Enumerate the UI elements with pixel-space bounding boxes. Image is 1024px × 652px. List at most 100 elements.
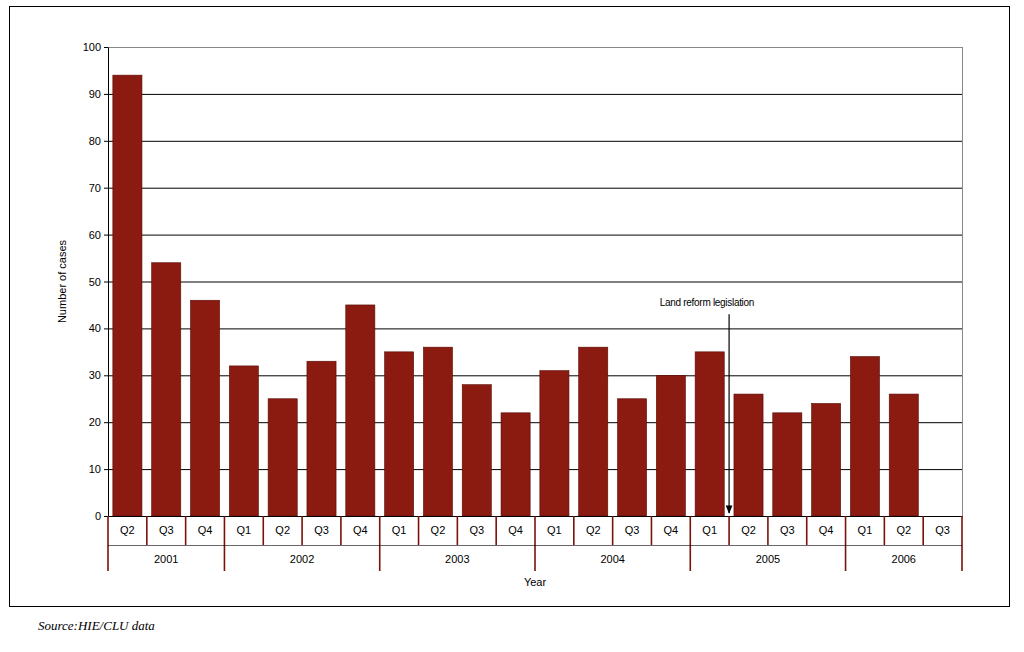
y-tick-mark [104, 47, 108, 48]
category-separator [767, 516, 769, 545]
category-separator [612, 516, 614, 545]
chart: 0102030405060708090100Q2Q3Q4Q1Q2Q3Q4Q1Q2… [0, 0, 1024, 652]
y-tick-label: 10 [89, 463, 101, 475]
x-tick: Q3 [625, 516, 640, 536]
y-tick-mark [104, 469, 108, 470]
bar [501, 413, 530, 516]
y-tick-label: 90 [89, 88, 101, 100]
y-tick-mark [104, 282, 108, 283]
category-row-line [108, 545, 962, 546]
y-tick-mark [104, 141, 108, 142]
bar [656, 375, 685, 516]
grid-line [108, 282, 962, 283]
x-tick-label: Q4 [819, 524, 834, 536]
y-tick: 90 [89, 88, 108, 100]
bar [773, 413, 802, 516]
category-separator [224, 516, 226, 571]
category-separator [146, 516, 148, 545]
x-tick: Q2 [431, 516, 446, 536]
category-separator [340, 516, 342, 545]
x-tick-label: Q1 [858, 524, 873, 536]
x-tick-label: Q3 [469, 524, 484, 536]
x-tick: Q3 [469, 516, 484, 536]
bar [889, 394, 918, 516]
bar [734, 394, 763, 516]
x-tick: Q2 [275, 516, 290, 536]
x-tick-label: Q4 [353, 524, 368, 536]
bar [579, 347, 608, 516]
y-tick-mark [104, 375, 108, 376]
bar [850, 357, 879, 516]
x-tick: Q4 [819, 516, 834, 536]
grid [108, 48, 962, 517]
y-tick: 60 [89, 229, 108, 241]
bar [812, 403, 841, 516]
x-tick-label: Q2 [741, 524, 756, 536]
category-separator [845, 516, 847, 571]
y-tick-label: 60 [89, 229, 101, 241]
x-tick-label: Q2 [275, 524, 290, 536]
category-separator [806, 516, 808, 545]
bar [695, 352, 724, 516]
x-tick-label: Q3 [625, 524, 640, 536]
y-tick: 0 [95, 510, 108, 522]
y-axis-title: Number of cases [56, 239, 68, 323]
year-label: 2004 [600, 553, 624, 565]
source-note: Source:HIE/CLU data [38, 618, 155, 633]
category-separator [884, 516, 886, 545]
y-tick-label: 20 [89, 416, 101, 428]
bar [617, 399, 646, 516]
y-tick: 50 [89, 276, 108, 288]
x-tick: Q3 [780, 516, 795, 536]
year-label: 2005 [756, 553, 780, 565]
category-separator [185, 516, 187, 545]
category-separator [301, 516, 303, 545]
category-separator [922, 516, 924, 545]
x-tick: Q1 [702, 516, 717, 536]
y-tick: 20 [89, 416, 108, 428]
category-separator [457, 516, 459, 545]
x-tick-label: Q3 [780, 524, 795, 536]
x-tick-label: Q2 [120, 524, 135, 536]
category-separators [108, 516, 962, 571]
x-tick-label: Q4 [198, 524, 213, 536]
x-tick: Q2 [120, 516, 135, 536]
x-tick-label: Q2 [896, 524, 911, 536]
category-separator [573, 516, 575, 545]
y-tick: 40 [89, 322, 108, 334]
x-tick: Q4 [664, 516, 679, 536]
x-tick: Q4 [508, 516, 523, 536]
y-tick: 100 [83, 41, 108, 53]
y-tick-label: 30 [89, 369, 101, 381]
category-separator [728, 516, 730, 545]
grid-line [108, 235, 962, 236]
bar [423, 347, 452, 516]
y-tick: 10 [89, 463, 108, 475]
category-separator [689, 516, 691, 571]
x-tick-label: Q1 [237, 524, 252, 536]
y-axis-line [108, 48, 109, 517]
x-tick-label: Q3 [159, 524, 174, 536]
x-tick: Q1 [237, 516, 252, 536]
bar [385, 352, 414, 516]
year-label: 2003 [445, 553, 469, 565]
y-tick-mark [104, 235, 108, 236]
x-tick-label: Q1 [392, 524, 407, 536]
x-tick-label: Q3 [314, 524, 329, 536]
x-tick: Q3 [159, 516, 174, 536]
year-labels: 200120022003200420052006 [154, 553, 916, 565]
x-tick-label: Q1 [547, 524, 562, 536]
grid-line [108, 328, 962, 329]
category-separator [262, 516, 264, 545]
x-tick-label: Q1 [702, 524, 717, 536]
category-separator [107, 516, 109, 571]
y-tick-mark [104, 328, 108, 329]
y-tick-mark [104, 188, 108, 189]
category-separator [495, 516, 497, 545]
annotation-arrow [728, 314, 729, 513]
bars [113, 75, 918, 516]
plot-frame [109, 48, 963, 517]
y-tick-label: 100 [83, 41, 101, 53]
grid-line [108, 188, 962, 189]
y-tick-label: 80 [89, 135, 101, 147]
